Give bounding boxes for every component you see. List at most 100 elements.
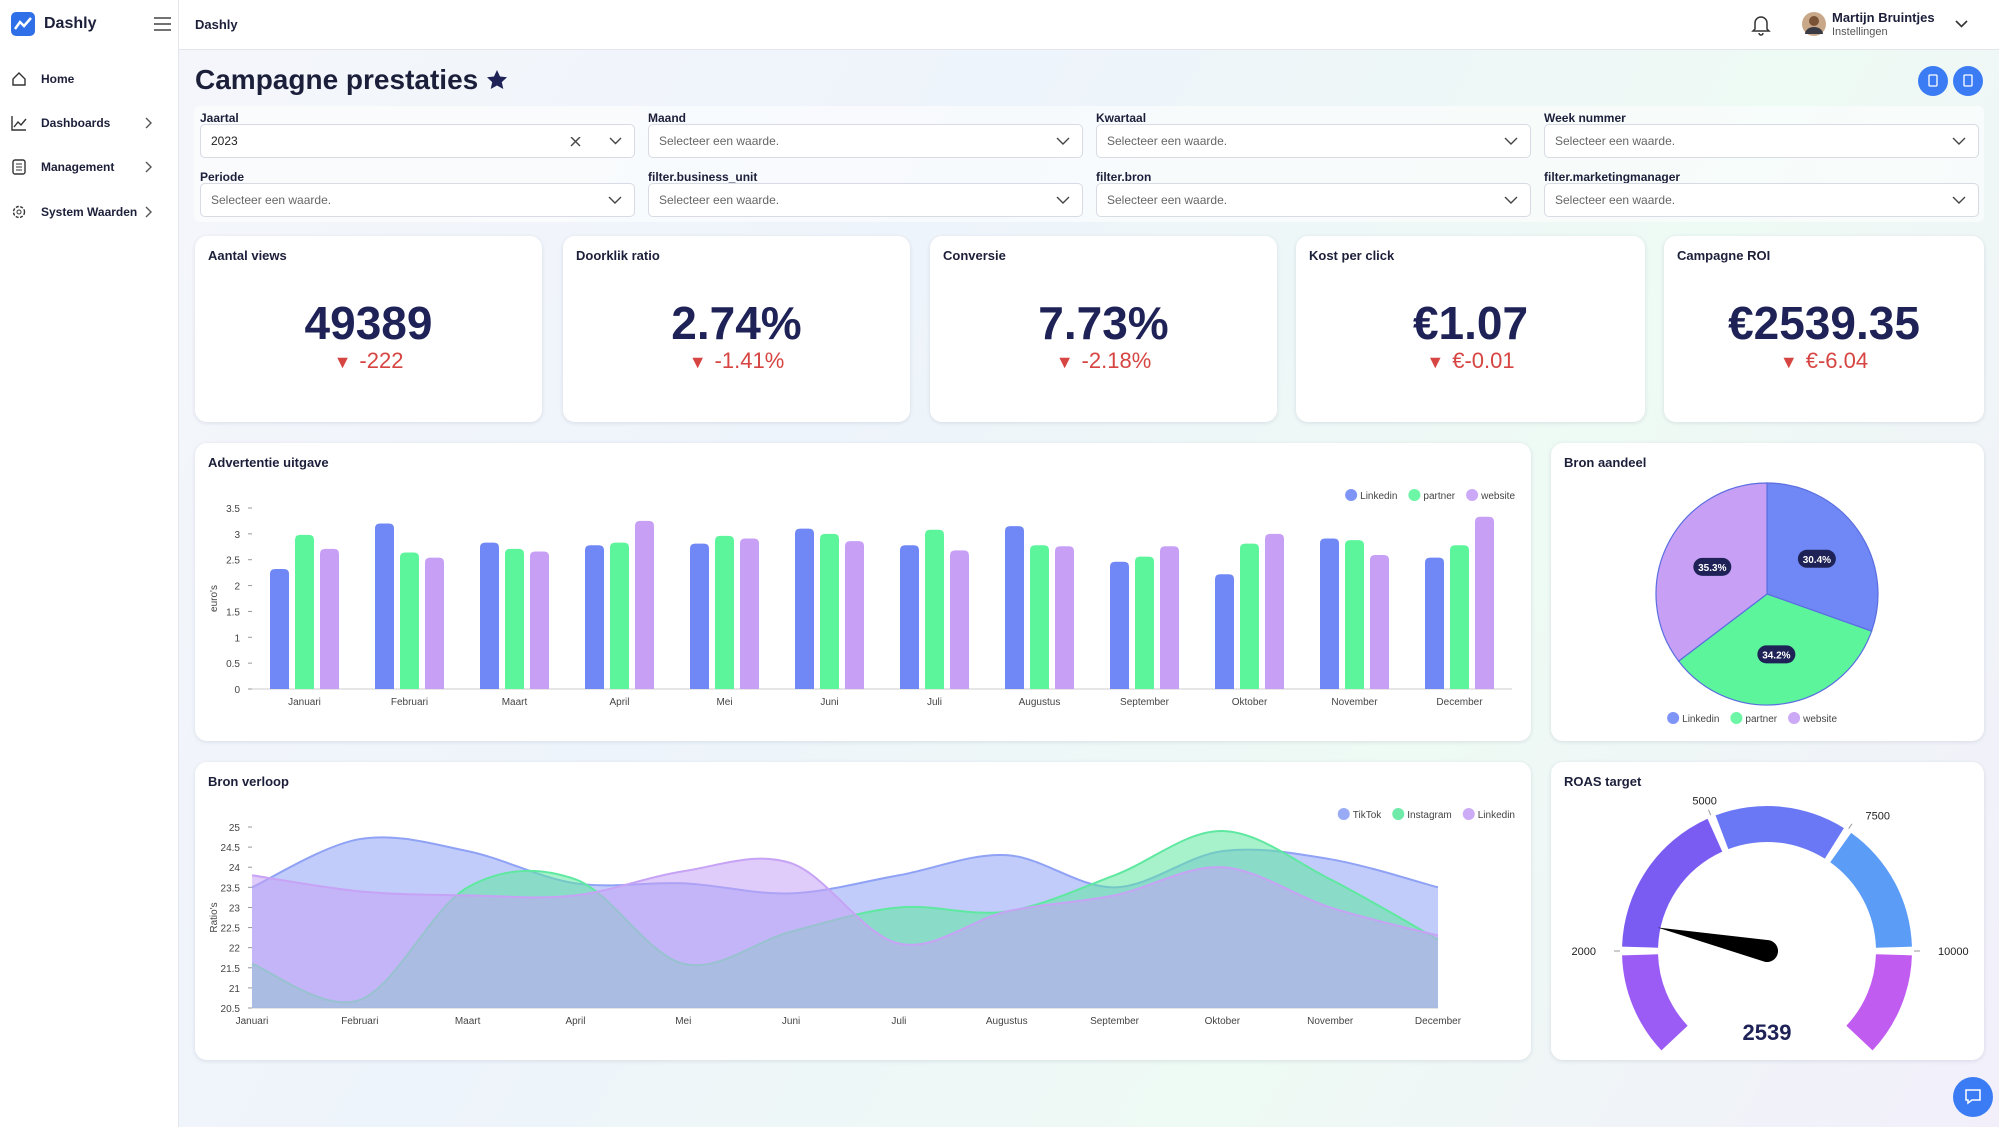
kpi-title: Conversie	[943, 248, 1006, 263]
nav-dashboards[interactable]: Dashboards	[0, 108, 179, 138]
notifications[interactable]	[1751, 14, 1771, 36]
chart: 2000 5000 7500 10000 2539	[1572, 795, 1969, 1051]
y-axis-label: Ratio's	[209, 902, 220, 932]
export-buttons[interactable]	[1917, 65, 1983, 97]
gauge-tick-label: 10000	[1938, 946, 1969, 958]
y-tick-label: 1.5	[226, 607, 240, 618]
filter-label: Jaartal	[200, 111, 239, 125]
filter-select[interactable]: 2023	[200, 124, 635, 158]
y-axis-label: euro's	[209, 585, 220, 612]
x-tick-label: November	[1307, 1016, 1354, 1027]
down-arrow: ▼	[1779, 352, 1798, 372]
page-title-text: Campagne prestaties	[195, 64, 479, 95]
chevron	[570, 137, 622, 147]
filter-label: Periode	[200, 170, 245, 184]
icon	[12, 72, 26, 86]
filter-select[interactable]: Selecteer een waarde.	[1096, 183, 1531, 217]
down-arrow: ▼	[333, 352, 352, 372]
gauge-value: 2539	[1743, 1020, 1792, 1045]
bar	[1450, 545, 1469, 689]
brand-logo	[11, 12, 35, 36]
x-tick-label: Augustus	[1019, 697, 1061, 708]
x-tick-label: April	[609, 697, 629, 708]
y-tick-label: 24	[229, 863, 241, 874]
menu-toggle[interactable]	[154, 17, 171, 31]
legend-swatch	[1788, 712, 1801, 724]
bar	[270, 569, 289, 689]
chart-card: Advertentie uitgave 0 0.5 1 1.5 2 2.5 3 3.5 euro'…	[195, 443, 1531, 741]
filter-select[interactable]: Selecteer een waarde.	[1544, 183, 1979, 217]
user-menu[interactable]	[1955, 20, 1968, 29]
chat-button[interactable]	[1953, 1077, 1993, 1117]
bar	[1370, 555, 1389, 689]
filter-select[interactable]: Selecteer een waarde.	[200, 183, 635, 217]
bar	[480, 542, 499, 689]
filter-label: Week nummer	[1544, 111, 1626, 125]
filter-panel: Jaartal 2023 Maand Selecteer een waarde. Kwa…	[194, 106, 1984, 222]
kpi-card: Doorklik ratio 2.74% ▼ -1.41%	[563, 236, 910, 422]
legend-swatch	[1392, 808, 1405, 820]
pie-label-bg	[1757, 645, 1796, 664]
favorite-star[interactable]	[486, 69, 508, 89]
x-tick-label: Augustus	[986, 1016, 1028, 1027]
bar	[1005, 526, 1024, 689]
filter-placeholder: Selecteer een waarde.	[1107, 193, 1228, 207]
nav-management[interactable]: Management	[0, 152, 179, 182]
bar	[425, 557, 444, 689]
bar	[1345, 540, 1364, 689]
y-tick-label: 22.5	[221, 924, 241, 935]
bar	[925, 529, 944, 689]
kpi-value: €1.07	[1412, 297, 1529, 349]
gauge-band	[1830, 832, 1912, 948]
y-tick-label: 3	[234, 530, 240, 541]
area	[252, 858, 1438, 1008]
filter-select[interactable]: Selecteer een waarde.	[648, 124, 1083, 158]
avatar[interactable]	[1802, 12, 1826, 36]
down-arrow: ▼	[1055, 352, 1074, 372]
dropdown-icon	[1504, 137, 1518, 145]
legend-swatch	[1462, 808, 1475, 820]
bar	[715, 535, 734, 689]
chart-title: Advertentie uitgave	[208, 455, 329, 470]
dropdown-icon	[1504, 196, 1518, 204]
chevron	[1952, 196, 1966, 204]
x-tick-label: September	[1120, 697, 1170, 708]
nav-home[interactable]: Home	[0, 64, 179, 94]
chevron	[608, 196, 622, 204]
x-tick-label: Maart	[502, 697, 528, 708]
chevron	[145, 117, 152, 129]
chart: 0 0.5 1 1.5 2 2.5 3 3.5 euro's Januari Februari Maa…	[209, 489, 1515, 708]
user-subtitle[interactable]: Instellingen	[1832, 26, 1888, 38]
gauge-tick-label: 2000	[1572, 946, 1596, 958]
gauge-tick-label: 7500	[1866, 810, 1890, 822]
filter-select[interactable]: Selecteer een waarde.	[648, 183, 1083, 217]
x-tick-label: Januari	[236, 1016, 269, 1027]
x-tick-label: Mei	[716, 697, 732, 708]
pie-label: 35.3%	[1698, 563, 1726, 574]
kpi-value: €2539.35	[1728, 297, 1920, 349]
y-tick-label: 0.5	[226, 659, 240, 670]
user-name[interactable]: Martijn Bruintjes	[1832, 10, 1935, 25]
y-tick-label: 23	[229, 903, 241, 914]
filter-label: Kwartaal	[1096, 111, 1147, 125]
chart-card: Bron verloop 20.5 21 21.5 22 22.5 23 23.5 24 24.5…	[195, 762, 1531, 1060]
chevron	[1056, 137, 1070, 145]
filter-placeholder: Selecteer een waarde.	[1555, 134, 1676, 148]
nav-system-waarden[interactable]: System Waarden	[0, 197, 179, 227]
y-tick-label: 24.5	[221, 843, 241, 854]
kpi-icon	[942, 247, 956, 263]
kpi-card: Conversie 7.73% ▼ -2.18%	[930, 236, 1277, 422]
dropdown-icon	[608, 196, 622, 204]
kpi-icon	[207, 247, 221, 263]
filter-select[interactable]: Selecteer een waarde.	[1544, 124, 1979, 158]
x-tick-label: Februari	[391, 697, 428, 708]
filter-select[interactable]: Selecteer een waarde.	[1096, 124, 1531, 158]
chevron	[1952, 137, 1966, 145]
bar	[530, 551, 549, 689]
bar	[950, 550, 969, 689]
x-tick-label: Juli	[891, 1016, 906, 1027]
kpi-card: Aantal views 49389 ▼ -222	[195, 236, 542, 422]
kpi-delta-text: -1.41%	[714, 348, 785, 373]
bar	[635, 520, 654, 689]
legend-label: website	[1802, 714, 1837, 725]
